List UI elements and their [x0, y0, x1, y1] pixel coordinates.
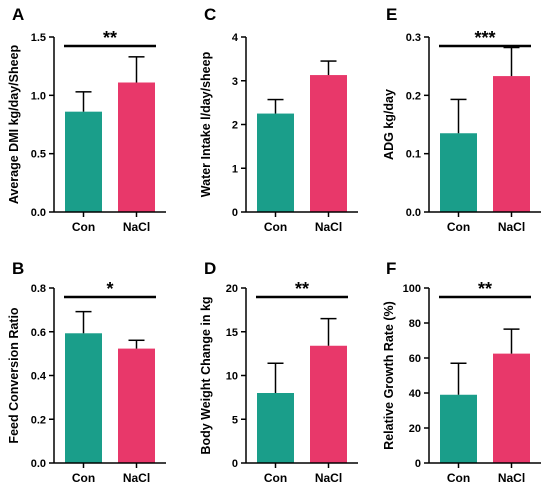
panel-letter: A — [12, 5, 24, 24]
significance-marker: *** — [474, 28, 495, 48]
panel-letter: B — [12, 259, 24, 278]
y-tick-label: 0.2 — [31, 414, 46, 426]
x-tick-label: Con — [72, 220, 95, 234]
y-tick-label: 0 — [232, 458, 238, 470]
panel-letter: C — [204, 5, 216, 24]
x-tick-label: Con — [264, 471, 287, 485]
y-tick-label: 10 — [226, 371, 238, 383]
y-tick-label: 0 — [232, 207, 238, 219]
panel-d: D 0 5 10 15 20 Con NaCl Body Weight Change in kg… — [199, 259, 358, 485]
y-tick-label: 20 — [226, 283, 238, 295]
significance-marker: ** — [478, 279, 492, 299]
panel-a: A 0.0 0.5 1.0 1.5 Con NaCl Average DMI kg/day/S… — [7, 5, 166, 234]
y-tick-label: 0.0 — [406, 207, 421, 219]
x-tick-label: NaCl — [123, 471, 150, 485]
x-tick-label: NaCl — [123, 220, 150, 234]
x-tick-label: Con — [72, 471, 95, 485]
y-tick-label: 0.0 — [31, 458, 46, 470]
y-axis-title: Feed Conversion Ratio — [7, 307, 21, 443]
y-tick-label: 100 — [403, 283, 421, 295]
panel-letter: E — [386, 5, 397, 24]
y-axis-title: Average DMI kg/day/Sheep — [7, 44, 21, 204]
y-tick-label: 80 — [409, 318, 421, 330]
y-tick-label: 3 — [232, 76, 238, 88]
y-tick-label: 0.0 — [31, 207, 46, 219]
bar-con — [257, 393, 294, 463]
y-axis-title: Body Weight Change in kg — [199, 296, 213, 454]
significance-marker: ** — [295, 279, 309, 299]
x-tick-label: Con — [447, 220, 470, 234]
y-tick-label: 0.5 — [31, 149, 46, 161]
y-tick-label: 0.2 — [406, 90, 421, 102]
y-tick-label: 0.1 — [406, 149, 421, 161]
x-tick-label: NaCl — [315, 471, 342, 485]
x-tick-label: NaCl — [498, 220, 525, 234]
bar-nacl — [310, 345, 347, 463]
panel-f: F 0 20 40 60 80 100 Con NaCl Relative Growth Rate… — [382, 259, 541, 485]
y-tick-label: 0.6 — [31, 327, 46, 339]
y-tick-label: 60 — [409, 353, 421, 365]
y-tick-label: 1.0 — [31, 90, 46, 102]
y-tick-label: 40 — [409, 388, 421, 400]
bar-con — [440, 394, 477, 463]
x-tick-label: Con — [264, 220, 287, 234]
panel-b: B 0.0 0.2 0.4 0.6 0.8 Con NaCl Feed Conversion R… — [7, 259, 166, 485]
y-tick-label: 15 — [226, 327, 238, 339]
panel-letter: D — [204, 259, 216, 278]
panel-e: E 0.0 0.1 0.2 0.3 Con NaCl ADG kg/day *** — [382, 5, 541, 234]
bar-nacl — [118, 82, 155, 212]
panel-c: C 0 1 2 3 4 Con NaCl Water Intake l/day/sheep — [199, 5, 358, 234]
x-tick-label: NaCl — [315, 220, 342, 234]
y-tick-label: 0 — [415, 458, 421, 470]
y-tick-label: 4 — [232, 32, 239, 44]
y-axis-title: ADG kg/day — [382, 89, 396, 160]
y-tick-label: 5 — [232, 414, 238, 426]
y-tick-label: 0.8 — [31, 283, 46, 295]
bar-nacl — [493, 353, 530, 463]
bar-con — [65, 111, 102, 212]
panel-letter: F — [386, 259, 396, 278]
x-tick-label: NaCl — [498, 471, 525, 485]
x-tick-label: Con — [447, 471, 470, 485]
y-axis-title: Water Intake l/day/sheep — [199, 51, 213, 197]
y-tick-label: 20 — [409, 423, 421, 435]
y-axis-title: Relative Growth Rate (%) — [382, 301, 396, 450]
y-tick-label: 2 — [232, 120, 238, 132]
significance-marker: * — [106, 279, 113, 299]
y-tick-label: 1 — [232, 163, 238, 175]
bar-con — [440, 133, 477, 212]
bar-con — [257, 113, 294, 212]
bar-con — [65, 333, 102, 463]
bar-nacl — [118, 348, 155, 463]
y-tick-label: 1.5 — [31, 32, 46, 44]
y-tick-label: 0.3 — [406, 32, 421, 44]
bar-nacl — [493, 76, 530, 212]
significance-marker: ** — [103, 28, 117, 48]
bar-nacl — [310, 75, 347, 212]
y-tick-label: 0.4 — [31, 371, 47, 383]
